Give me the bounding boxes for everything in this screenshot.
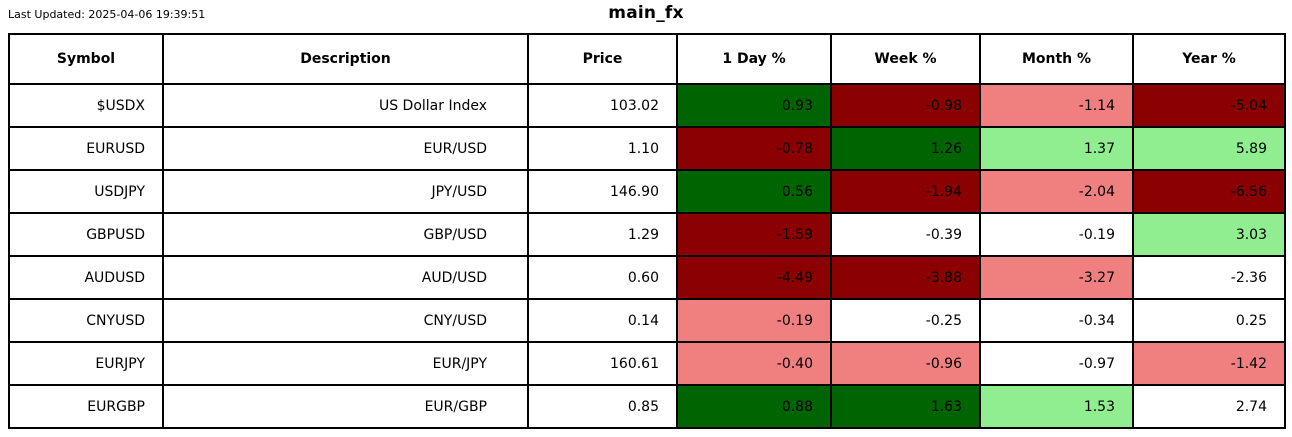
symbol-cell: EURUSD bbox=[8, 126, 164, 171]
description-cell: US Dollar Index bbox=[162, 83, 529, 128]
description-cell: EUR/USD bbox=[162, 126, 529, 171]
change-cell-1-day: -0.19 bbox=[676, 298, 832, 343]
change-cell-1-day: 0.93 bbox=[676, 83, 832, 128]
change-cell-month: -0.19 bbox=[979, 212, 1134, 257]
table-row: EURUSD EUR/USD 1.10 -0.78 1.26 1.37 5.89 bbox=[8, 126, 1286, 171]
change-cell-month: -0.97 bbox=[979, 341, 1134, 386]
price-cell: 1.29 bbox=[527, 212, 678, 257]
change-cell-year: -5.04 bbox=[1132, 83, 1286, 128]
table-row: USDJPY JPY/USD 146.90 0.56 -1.94 -2.04 -6.56 bbox=[8, 169, 1286, 214]
change-cell-1-day: -1.59 bbox=[676, 212, 832, 257]
change-cell-month: -0.34 bbox=[979, 298, 1134, 343]
change-cell-1-day: -0.40 bbox=[676, 341, 832, 386]
change-cell-month: 1.37 bbox=[979, 126, 1134, 171]
header-row: Symbol Description Price 1 Day % Week % … bbox=[8, 33, 1286, 85]
change-cell-week: -3.88 bbox=[830, 255, 981, 300]
table-row: CNYUSD CNY/USD 0.14 -0.19 -0.25 -0.34 0.25 bbox=[8, 298, 1286, 343]
change-cell-week: -0.39 bbox=[830, 212, 981, 257]
change-cell-1-day: 0.88 bbox=[676, 384, 832, 429]
change-cell-week: 1.63 bbox=[830, 384, 981, 429]
change-cell-year: -2.36 bbox=[1132, 255, 1286, 300]
column-header-year: Year % bbox=[1132, 33, 1286, 85]
symbol-cell: EURGBP bbox=[8, 384, 164, 429]
change-cell-week: -0.98 bbox=[830, 83, 981, 128]
symbol-cell: USDJPY bbox=[8, 169, 164, 214]
price-cell: 0.14 bbox=[527, 298, 678, 343]
column-header-week: Week % bbox=[830, 33, 981, 85]
price-cell: 0.85 bbox=[527, 384, 678, 429]
price-cell: 146.90 bbox=[527, 169, 678, 214]
change-cell-week: -1.94 bbox=[830, 169, 981, 214]
change-cell-year: 5.89 bbox=[1132, 126, 1286, 171]
change-cell-week: 1.26 bbox=[830, 126, 981, 171]
table-row: AUDUSD AUD/USD 0.60 -4.49 -3.88 -3.27 -2.36 bbox=[8, 255, 1286, 300]
column-header-symbol: Symbol bbox=[8, 33, 164, 85]
change-cell-1-day: -4.49 bbox=[676, 255, 832, 300]
column-header-description: Description bbox=[162, 33, 529, 85]
change-cell-1-day: -0.78 bbox=[676, 126, 832, 171]
change-cell-year: 0.25 bbox=[1132, 298, 1286, 343]
change-cell-year: -1.42 bbox=[1132, 341, 1286, 386]
symbol-cell: CNYUSD bbox=[8, 298, 164, 343]
page-title: main_fx bbox=[608, 3, 684, 23]
table-row: EURGBP EUR/GBP 0.85 0.88 1.63 1.53 2.74 bbox=[8, 384, 1286, 429]
last-updated-timestamp: Last Updated: 2025-04-06 19:39:51 bbox=[8, 8, 206, 21]
table-row: GBPUSD GBP/USD 1.29 -1.59 -0.39 -0.19 3.03 bbox=[8, 212, 1286, 257]
column-header-month: Month % bbox=[979, 33, 1134, 85]
description-cell: AUD/USD bbox=[162, 255, 529, 300]
description-cell: GBP/USD bbox=[162, 212, 529, 257]
change-cell-year: 2.74 bbox=[1132, 384, 1286, 429]
description-cell: JPY/USD bbox=[162, 169, 529, 214]
price-cell: 160.61 bbox=[527, 341, 678, 386]
column-header-1-day: 1 Day % bbox=[676, 33, 832, 85]
description-cell: EUR/JPY bbox=[162, 341, 529, 386]
description-cell: EUR/GBP bbox=[162, 384, 529, 429]
table-row: $USDX US Dollar Index 103.02 0.93 -0.98 -1.14… bbox=[8, 83, 1286, 128]
price-cell: 103.02 bbox=[527, 83, 678, 128]
change-cell-week: -0.25 bbox=[830, 298, 981, 343]
change-cell-week: -0.96 bbox=[830, 341, 981, 386]
symbol-cell: GBPUSD bbox=[8, 212, 164, 257]
change-cell-year: -6.56 bbox=[1132, 169, 1286, 214]
table-header: Symbol Description Price 1 Day % Week % … bbox=[8, 33, 1286, 85]
change-cell-month: -3.27 bbox=[979, 255, 1134, 300]
column-header-price: Price bbox=[527, 33, 678, 85]
change-cell-month: -1.14 bbox=[979, 83, 1134, 128]
symbol-cell: AUDUSD bbox=[8, 255, 164, 300]
change-cell-1-day: 0.56 bbox=[676, 169, 832, 214]
change-cell-month: 1.53 bbox=[979, 384, 1134, 429]
symbol-cell: EURJPY bbox=[8, 341, 164, 386]
fx-quotes-table: Symbol Description Price 1 Day % Week % … bbox=[8, 33, 1286, 429]
description-cell: CNY/USD bbox=[162, 298, 529, 343]
fx-table-body: $USDX US Dollar Index 103.02 0.93 -0.98 -1.14… bbox=[8, 83, 1286, 429]
price-cell: 1.10 bbox=[527, 126, 678, 171]
symbol-cell: $USDX bbox=[8, 83, 164, 128]
price-cell: 0.60 bbox=[527, 255, 678, 300]
change-cell-month: -2.04 bbox=[979, 169, 1134, 214]
table-row: EURJPY EUR/JPY 160.61 -0.40 -0.96 -0.97 -1.42 bbox=[8, 341, 1286, 386]
change-cell-year: 3.03 bbox=[1132, 212, 1286, 257]
